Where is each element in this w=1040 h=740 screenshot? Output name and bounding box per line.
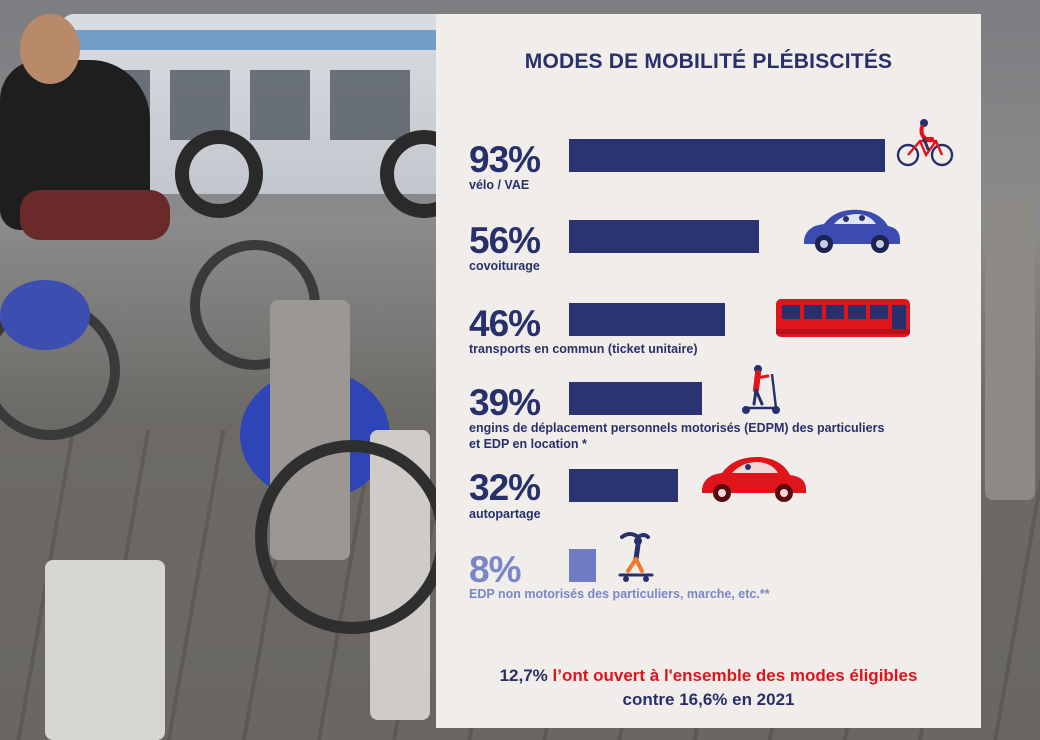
bar-autopartage bbox=[569, 469, 678, 502]
value-label: 46% bbox=[469, 303, 541, 344]
bar-covoiturage bbox=[569, 220, 759, 253]
footer-line-2: contre 16,6% en 2021 bbox=[436, 690, 981, 710]
dock-post bbox=[985, 200, 1035, 500]
cyclist-shorts bbox=[20, 190, 170, 240]
cyclist-head bbox=[20, 14, 80, 84]
category-label: engins de déplacement personnels motoris… bbox=[469, 421, 885, 435]
footer-text-b: en 2021 bbox=[732, 690, 795, 709]
bike-wheel bbox=[255, 440, 449, 634]
category-label: vélo / VAE bbox=[469, 178, 530, 192]
bar-edpm bbox=[569, 382, 702, 415]
value-label: 8% bbox=[469, 549, 521, 590]
bus-stripe bbox=[70, 30, 450, 50]
value-label: 39% bbox=[469, 382, 541, 423]
chart-title: MODES DE MOBILITÉ PLÉBISCITÉS bbox=[524, 50, 893, 73]
bike-fender bbox=[0, 280, 90, 350]
skateboard-rider-icon bbox=[618, 532, 654, 582]
footer-text-a: l’ont ouvert à l'ensemble des modes élig… bbox=[552, 666, 918, 685]
footer-line-1: 12,7% l’ont ouvert à l'ensemble des mode… bbox=[436, 666, 981, 686]
footer-value-b: 16,6% bbox=[679, 690, 728, 709]
infographic-card: MODES DE MOBILITÉ PLÉBISCITÉS 93% vélo /… bbox=[436, 14, 981, 728]
scooter-rider-icon bbox=[742, 365, 780, 414]
footer-prefix-b: contre bbox=[622, 690, 675, 709]
value-label: 32% bbox=[469, 467, 541, 508]
category-label: transports en commun (ticket unitaire) bbox=[469, 342, 698, 356]
bus-wheel bbox=[175, 130, 263, 218]
bar-transports bbox=[569, 303, 725, 336]
car-blue-icon bbox=[804, 209, 900, 253]
bus-window bbox=[330, 70, 410, 140]
category-label: autopartage bbox=[469, 507, 541, 521]
bus-window bbox=[170, 70, 230, 140]
value-label: 56% bbox=[469, 220, 541, 261]
car-red-icon bbox=[702, 456, 806, 502]
dock-post bbox=[45, 560, 165, 740]
bus-window bbox=[250, 70, 310, 140]
bar-velo bbox=[569, 139, 885, 172]
category-label: et EDP en location * bbox=[469, 437, 587, 451]
category-label: EDP non motorisés des particuliers, marc… bbox=[469, 587, 770, 601]
category-label: covoiturage bbox=[469, 259, 540, 273]
footer-value-a: 12,7% bbox=[499, 666, 548, 685]
bus-icon bbox=[776, 299, 910, 337]
bicycle-rider-icon bbox=[896, 119, 954, 167]
bar-edp-non-motorises bbox=[569, 549, 596, 582]
value-label: 93% bbox=[469, 139, 541, 180]
